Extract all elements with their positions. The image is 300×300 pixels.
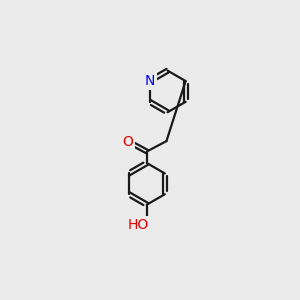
Text: HO: HO: [128, 218, 149, 232]
Text: O: O: [122, 135, 133, 149]
Text: N: N: [144, 74, 155, 88]
